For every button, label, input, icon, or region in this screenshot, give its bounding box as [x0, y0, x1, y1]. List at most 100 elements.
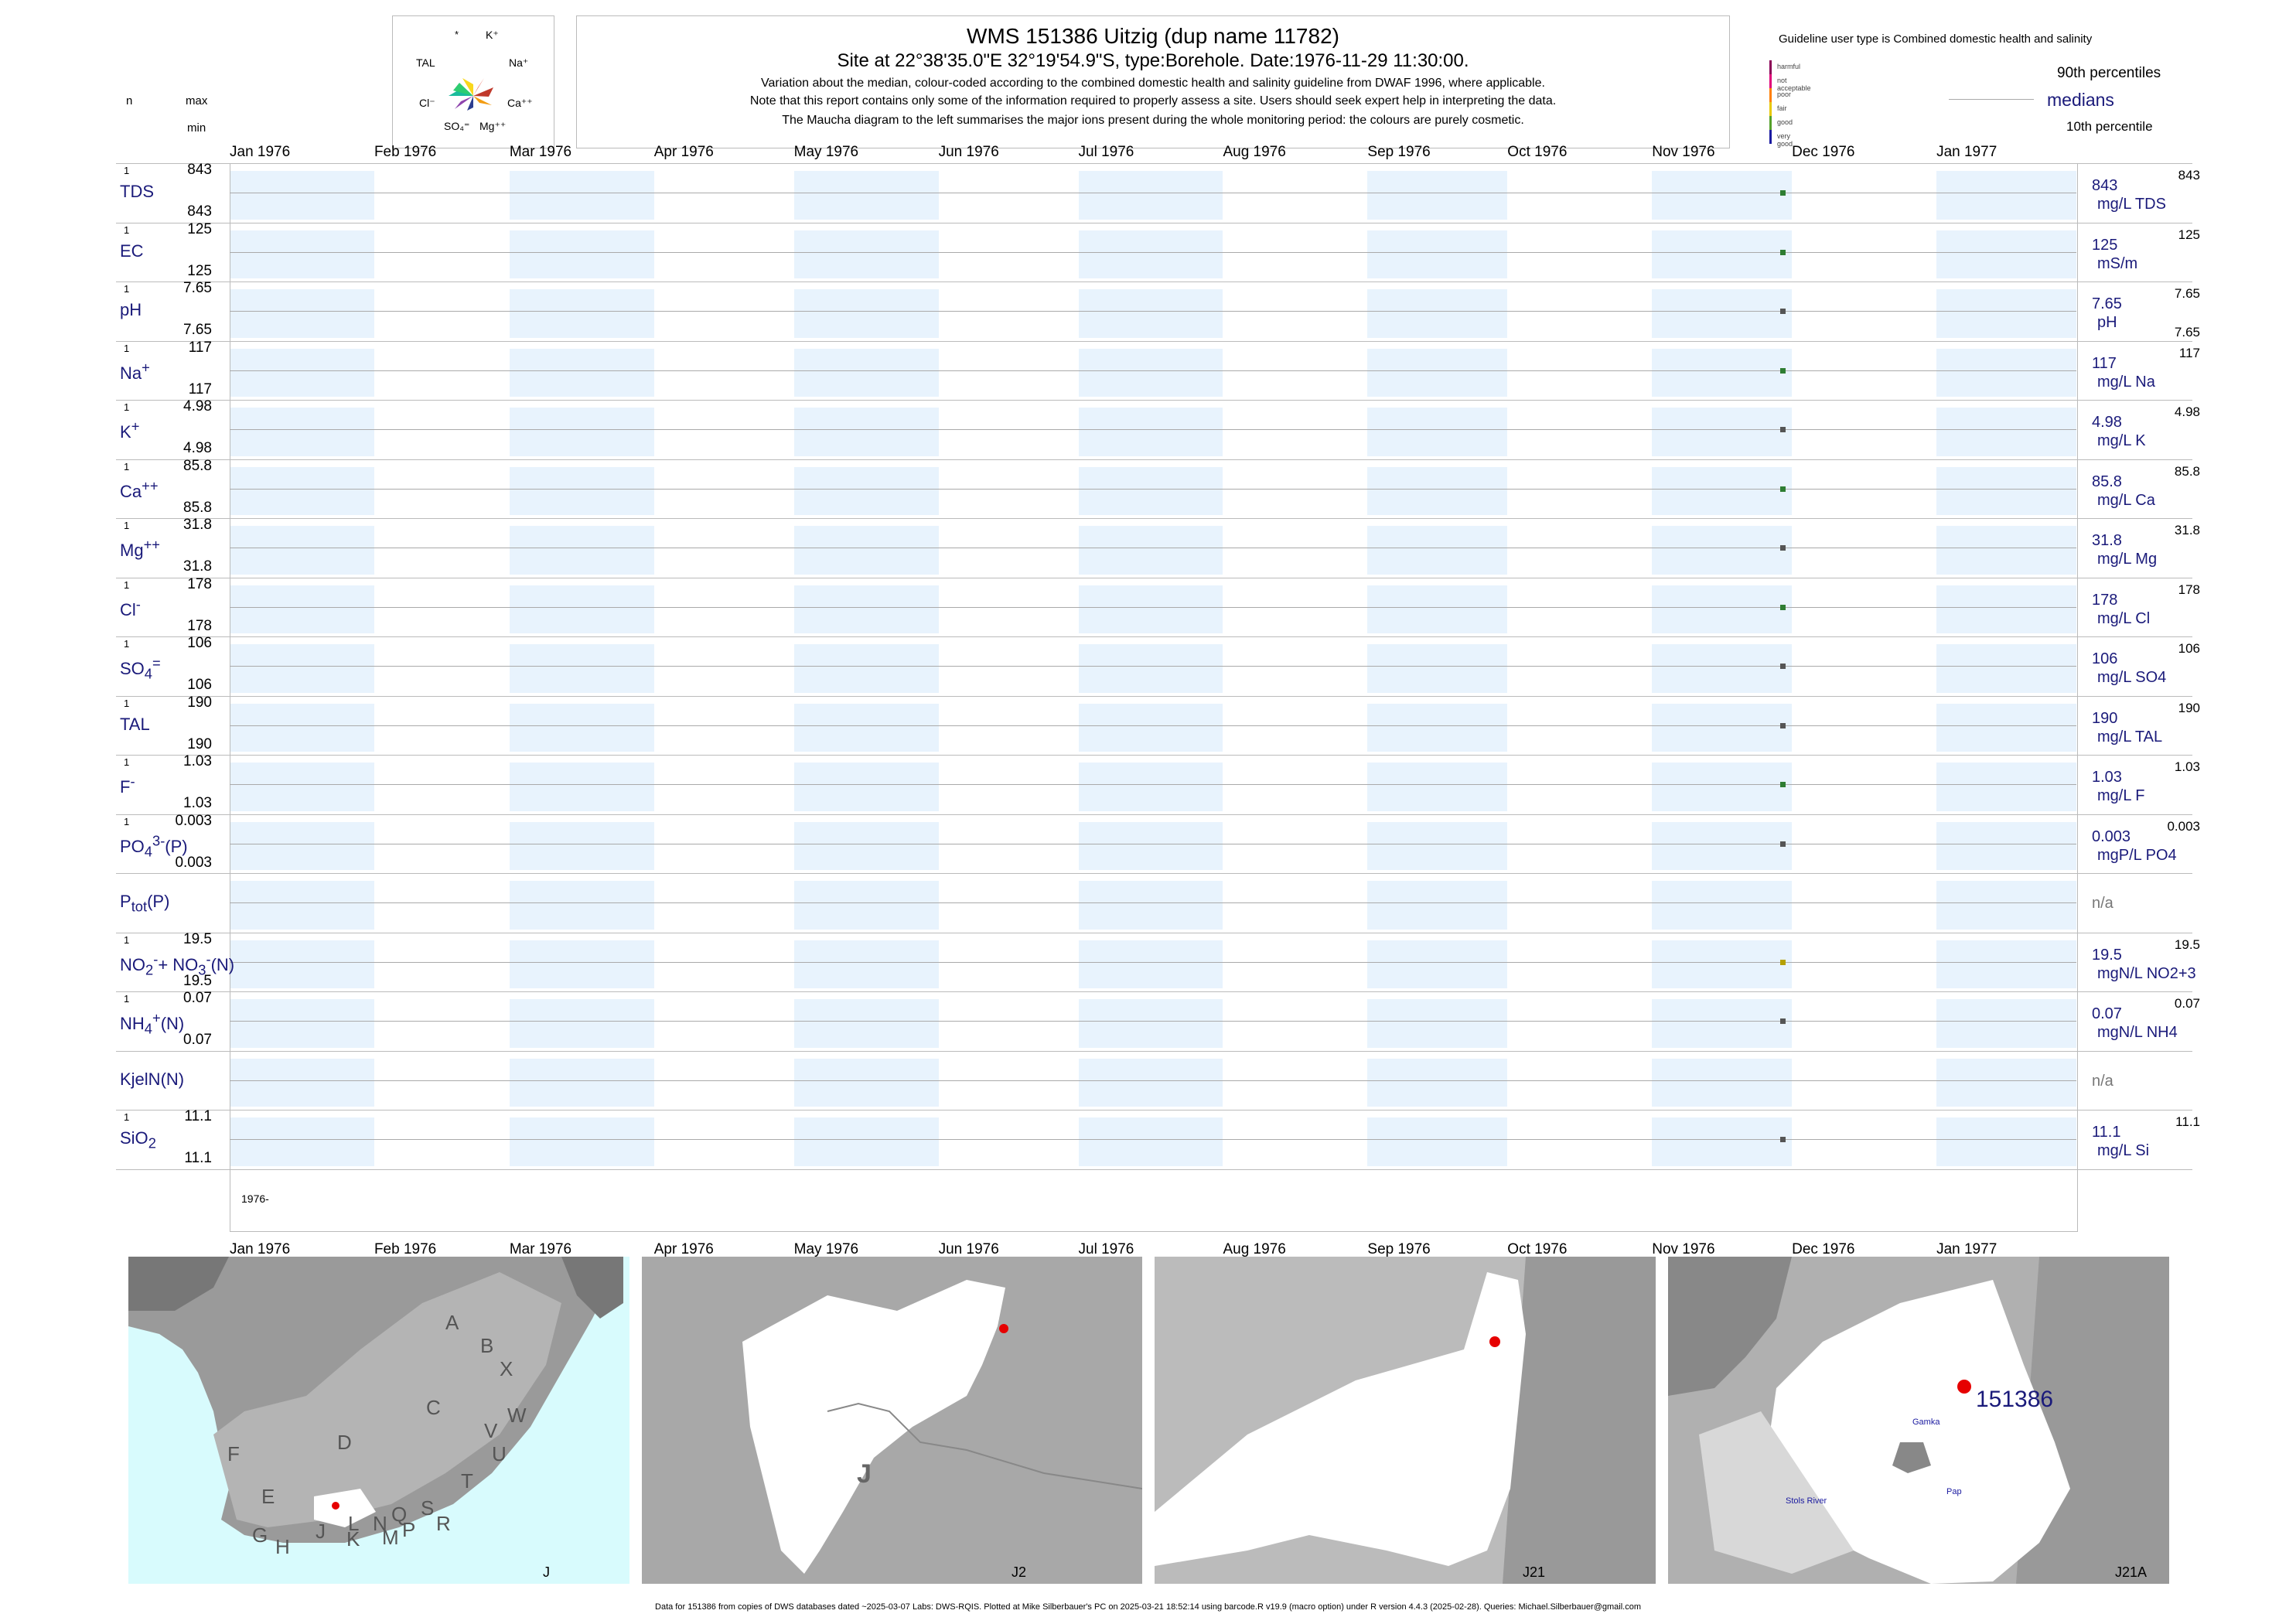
row-border — [116, 636, 2192, 637]
param-median: 117 — [2092, 354, 2117, 372]
month-band — [1652, 1117, 1793, 1166]
param-name: NH4+(N) — [120, 1010, 184, 1038]
map-j2: J J2 — [642, 1257, 1142, 1584]
month-label-bottom: May 1976 — [793, 1240, 859, 1257]
param-max: 31.8 — [183, 517, 212, 533]
map-2-svg — [642, 1257, 1142, 1584]
month-band — [1652, 585, 1793, 633]
month-band — [1652, 821, 1793, 870]
param-median: 190 — [2092, 709, 2118, 727]
param-max: 11.1 — [184, 1108, 212, 1124]
param-p10: 7.65 — [2174, 325, 2200, 339]
month-band — [230, 644, 374, 693]
param-median: 843 — [2092, 177, 2118, 194]
guideline-swatch — [1769, 130, 1772, 144]
month-band — [1936, 940, 2076, 988]
month-band — [230, 408, 374, 456]
param-unit: mg/L Mg — [2097, 551, 2158, 568]
month-band — [1936, 644, 2076, 693]
map-region-label: T — [461, 1469, 473, 1493]
month-band — [509, 289, 654, 338]
month-band — [1078, 703, 1223, 752]
title-box: WMS 151386 Uitzig (dup name 11782) Site … — [576, 15, 1730, 148]
month-band — [793, 526, 939, 575]
month-band — [1367, 703, 1508, 752]
month-band — [1078, 408, 1223, 456]
param-max: 19.5 — [183, 930, 212, 947]
month-band — [1652, 703, 1793, 752]
param-n: 1 — [124, 578, 130, 591]
month-band — [1652, 466, 1793, 515]
param-min: 117 — [188, 380, 212, 397]
month-label-top: Jan 1977 — [1936, 144, 1997, 160]
month-band — [1078, 644, 1223, 693]
param-n: 1 — [124, 342, 130, 354]
param-name-text: F- — [120, 773, 135, 797]
median-line — [230, 1139, 2076, 1141]
param-min: 106 — [187, 677, 212, 693]
param-name-text: Mg++ — [120, 537, 160, 561]
param-unit: mg/L Cl — [2097, 609, 2151, 627]
param-n: 1 — [124, 401, 130, 413]
row-border — [116, 1169, 2192, 1170]
month-label-bottom: Mar 1976 — [509, 1240, 572, 1257]
month-band — [1078, 821, 1223, 870]
param-min: 843 — [187, 203, 212, 220]
month-band — [793, 940, 939, 988]
month-label-bottom: Jun 1976 — [938, 1240, 999, 1257]
map-region-label: W — [507, 1404, 527, 1427]
map-region-label: N — [373, 1512, 387, 1535]
param-name-text: SiO2 — [120, 1128, 156, 1151]
param-median: 4.98 — [2092, 414, 2122, 431]
month-band — [230, 1117, 374, 1166]
month-band — [230, 940, 374, 988]
row-border — [116, 814, 2192, 815]
note-2: Note that this report contains only some… — [749, 94, 1557, 107]
param-name-text: NH4+(N) — [120, 1010, 185, 1037]
map-region-label: J — [316, 1520, 326, 1543]
param-median: 19.5 — [2092, 946, 2122, 964]
param-p90: 117 — [2178, 345, 2200, 360]
param-max: 85.8 — [183, 457, 212, 474]
month-band — [1078, 940, 1223, 988]
row-border — [116, 873, 2192, 874]
param-p90: 0.07 — [2174, 996, 2200, 1011]
maucha-label-cl: Cl⁻ — [419, 97, 435, 109]
map-3-label: J21 — [1523, 1564, 1546, 1580]
param-min: 7.65 — [183, 322, 212, 338]
param-median: 106 — [2092, 650, 2118, 667]
param-name-text: TAL — [120, 714, 150, 734]
sample-point — [1780, 722, 1786, 728]
param-name-text: EC — [120, 241, 144, 261]
maucha-label-ca: Ca⁺⁺ — [507, 97, 533, 109]
month-band — [1936, 585, 2076, 633]
month-band — [1936, 999, 2076, 1048]
param-max: 4.98 — [183, 398, 212, 415]
param-p90: 11.1 — [2175, 1114, 2200, 1129]
param-p90: 190 — [2178, 700, 2200, 715]
median-line — [230, 251, 2076, 253]
row-border — [116, 163, 2192, 164]
param-name-text: pH — [120, 300, 142, 319]
param-name-text: TDS — [120, 182, 154, 201]
param-p90: 19.5 — [2174, 937, 2200, 952]
month-band — [1367, 1058, 1508, 1107]
month-label-top: Nov 1976 — [1652, 144, 1715, 160]
map-4-svg — [1668, 1257, 2169, 1584]
place-gamka: Gamka — [1912, 1418, 1940, 1427]
month-band — [1652, 348, 1793, 397]
month-band — [1936, 171, 2076, 220]
month-band — [1367, 289, 1508, 338]
median-line — [230, 1080, 2076, 1081]
sample-point — [1780, 664, 1786, 670]
sample-point — [1780, 190, 1786, 196]
param-median: 1.03 — [2092, 769, 2122, 786]
param-name: pH — [120, 300, 142, 320]
param-name: Na+ — [120, 360, 150, 384]
month-band — [509, 466, 654, 515]
month-band — [1936, 230, 2076, 278]
param-median: 125 — [2092, 236, 2118, 254]
footer: Data for 151386 from copies of DWS datab… — [655, 1602, 1641, 1612]
month-label-bottom: Oct 1976 — [1507, 1240, 1568, 1257]
param-n: 1 — [124, 933, 130, 946]
